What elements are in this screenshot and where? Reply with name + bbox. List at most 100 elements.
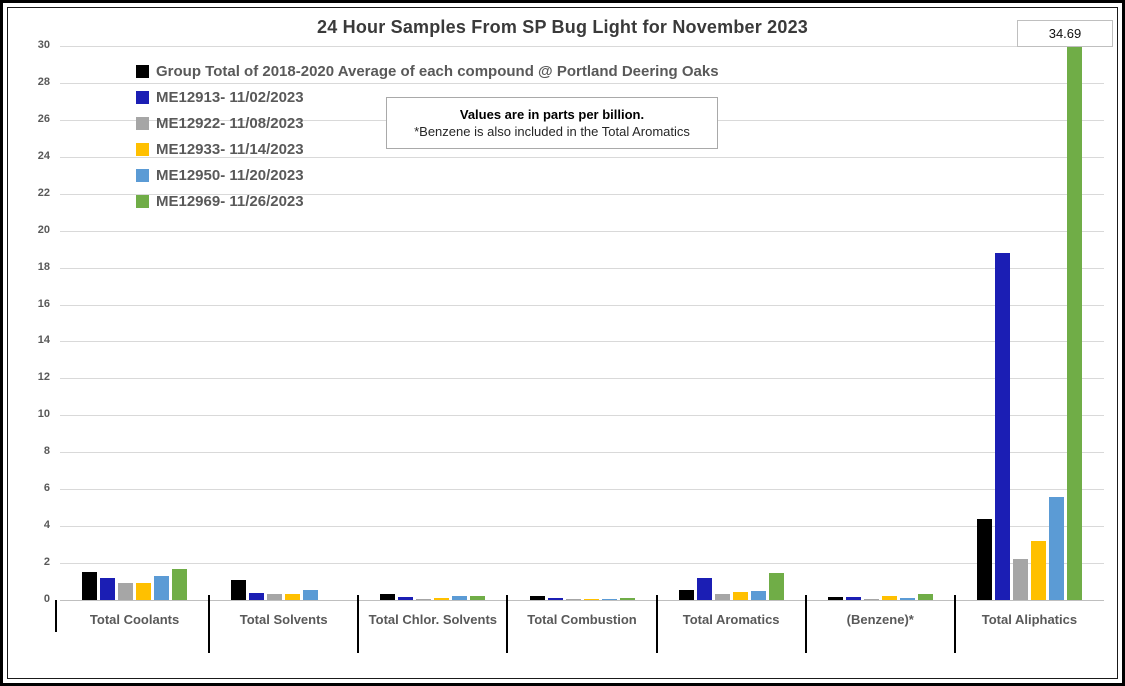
bar-total-combustion-s2 xyxy=(547,597,563,600)
category-separator-tick xyxy=(506,595,509,653)
gridline-y18 xyxy=(60,267,1104,269)
bar-total-coolants-s3 xyxy=(118,583,134,600)
clipped-value-label: 34.69 xyxy=(1017,20,1113,47)
bar-benzene-s1 xyxy=(827,597,843,600)
bar-total-solvents-s2 xyxy=(249,592,265,600)
gridline-y2 xyxy=(60,563,1104,565)
category-separator-tick xyxy=(655,595,658,653)
gridline-y8 xyxy=(60,452,1104,454)
gridline-y12 xyxy=(60,378,1104,380)
y-axis-tick-label: 26 xyxy=(37,112,50,125)
legend-label: ME12933- 11/14/2023 xyxy=(156,140,304,158)
gridline-y22 xyxy=(60,193,1104,195)
gridline-y4 xyxy=(60,526,1104,528)
bar-total-aromatics-s6 xyxy=(768,573,784,600)
bar-total-combustion-s6 xyxy=(619,597,635,600)
bar-total-aliphatics-s3 xyxy=(1012,559,1028,600)
legend-item-3: ME12922- 11/08/2023 xyxy=(136,110,719,136)
legend-label: ME12950- 11/20/2023 xyxy=(156,166,304,184)
bar-total-aromatics-s5 xyxy=(750,590,766,600)
legend-label: ME12969- 11/26/2023 xyxy=(156,192,304,210)
gridline-y10 xyxy=(60,415,1104,417)
bar-total-chlor-solvents-s5 xyxy=(452,596,468,600)
y-axis-tick-label: 18 xyxy=(37,260,50,273)
bar-total-coolants-s2 xyxy=(100,577,116,600)
chart-title: 24 Hour Samples From SP Bug Light for No… xyxy=(317,17,808,37)
y-axis-tick-label: 16 xyxy=(37,297,50,310)
gridline-y14 xyxy=(60,341,1104,343)
bar-total-aliphatics-s4 xyxy=(1030,540,1046,600)
bar-total-coolants-s4 xyxy=(136,583,152,600)
bar-total-coolants-s1 xyxy=(82,572,98,600)
gridline-y24 xyxy=(60,156,1104,158)
x-axis-category-label: Total Combustion xyxy=(527,612,637,627)
bar-benzene-s6 xyxy=(917,594,933,600)
y-axis-tick-label: 24 xyxy=(37,149,50,162)
chart-canvas: 24 Hour Samples From SP Bug Light for No… xyxy=(7,7,1118,679)
legend-swatch-icon xyxy=(136,142,149,156)
bar-total-aromatics-s1 xyxy=(678,589,694,600)
legend-item-6: ME12969- 11/26/2023 xyxy=(136,188,719,214)
bar-total-aromatics-s4 xyxy=(732,591,748,600)
legend-item-2: ME12913- 11/02/2023 xyxy=(136,84,719,110)
annotation-box: Values are in parts per billion. *Benzen… xyxy=(386,97,718,149)
annotation-units-line: Values are in parts per billion. xyxy=(459,107,645,122)
bar-benzene-s3 xyxy=(863,598,879,600)
bar-total-chlor-solvents-s3 xyxy=(416,599,432,600)
x-axis-category-label: (Benzene)* xyxy=(846,612,914,627)
bar-total-chlor-solvents-s1 xyxy=(380,594,396,600)
bar-total-combustion-s1 xyxy=(529,595,545,600)
y-axis-tick-label: 12 xyxy=(37,371,50,384)
y-axis-tick-label: 30 xyxy=(37,39,50,51)
y-axis-tick-label: 28 xyxy=(37,75,50,88)
annotation-benzene-line: *Benzene is also included in the Total A… xyxy=(414,124,690,139)
legend-swatch-icon xyxy=(136,116,149,130)
legend: Group Total of 2018-2020 Average of each… xyxy=(136,58,719,214)
bar-total-chlor-solvents-s2 xyxy=(398,597,414,600)
legend-swatch-icon xyxy=(136,64,149,78)
legend-label: ME12922- 11/08/2023 xyxy=(156,114,304,132)
x-axis-category-label: Total Aliphatics xyxy=(981,612,1078,627)
legend-swatch-icon xyxy=(136,194,149,208)
x-axis-category-label: Total Coolants xyxy=(89,612,180,627)
gridline-y30 xyxy=(60,46,1104,47)
bar-benzene-s5 xyxy=(899,597,915,600)
legend-swatch-icon xyxy=(136,90,149,104)
legend-item-4: ME12933- 11/14/2023 xyxy=(136,136,719,162)
plot-area: 0 2 4 6 8 10 12 14 16 18 20 22 24 26 28 30 Total Coolant… xyxy=(8,8,1117,678)
x-axis-category-label: Total Chlor. Solvents xyxy=(368,612,498,627)
legend-item-1: Group Total of 2018-2020 Average of each… xyxy=(136,58,719,84)
bar-total-aliphatics-s6 xyxy=(1066,46,1082,600)
category-separator-tick xyxy=(208,595,211,653)
x-axis-category-label: Total Solvents xyxy=(239,612,328,627)
bar-total-coolants-s6 xyxy=(172,568,188,600)
y-axis-tick-label: 10 xyxy=(37,408,50,421)
y-axis-tick-label: 2 xyxy=(43,556,50,569)
gridline-y16 xyxy=(60,304,1104,306)
bar-total-aliphatics-s5 xyxy=(1048,496,1064,600)
x-axis-category-label: Total Aromatics xyxy=(682,612,780,627)
bar-total-chlor-solvents-s6 xyxy=(470,596,486,600)
axis-end-tick xyxy=(55,600,57,632)
y-axis-tick-label: 20 xyxy=(37,223,50,236)
category-separator-tick xyxy=(953,595,956,653)
legend-label: ME12913- 11/02/2023 xyxy=(156,88,304,106)
legend-label: Group Total of 2018-2020 Average of each… xyxy=(156,62,719,80)
y-axis-tick-label: 22 xyxy=(37,186,50,199)
legend-swatch-icon xyxy=(136,168,149,182)
bar-benzene-s4 xyxy=(881,596,897,600)
y-axis-tick-label: 8 xyxy=(43,445,50,458)
gridline-y28 xyxy=(60,82,1104,84)
gridline-y20 xyxy=(60,230,1104,232)
y-axis-tick-label: 6 xyxy=(43,482,50,495)
bar-total-combustion-s5 xyxy=(601,598,617,600)
gridline-y6 xyxy=(60,489,1104,491)
legend-item-5: ME12950- 11/20/2023 xyxy=(136,162,719,188)
y-axis-tick-label: 14 xyxy=(37,334,50,347)
y-axis-tick-label: 0 xyxy=(43,593,50,605)
bar-benzene-s2 xyxy=(845,597,861,600)
bar-total-aliphatics-s1 xyxy=(976,518,992,600)
bar-total-aliphatics-s2 xyxy=(994,252,1010,600)
bar-total-combustion-s4 xyxy=(583,598,599,600)
